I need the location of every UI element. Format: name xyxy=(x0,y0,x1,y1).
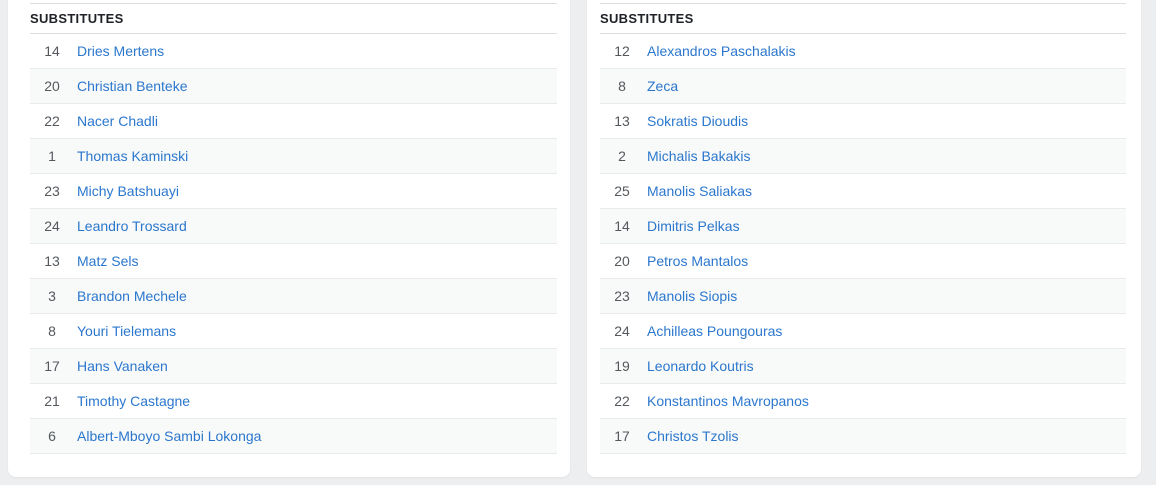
panel-header: SUBSTITUTES xyxy=(600,4,1126,34)
substitute-row: 17 Hans Vanaken xyxy=(30,349,557,384)
shirt-number: 23 xyxy=(614,288,630,304)
player-link[interactable]: Dries Mertens xyxy=(77,43,165,59)
substitute-row: 25 Manolis Saliakas xyxy=(600,174,1126,209)
panel-title: SUBSTITUTES xyxy=(600,11,694,26)
substitute-row: 14 Dries Mertens xyxy=(30,34,557,69)
substitute-row: 20 Christian Benteke xyxy=(30,69,557,104)
player-link[interactable]: Petros Mantalos xyxy=(647,253,749,269)
shirt-number: 8 xyxy=(48,323,56,339)
player-link[interactable]: Thomas Kaminski xyxy=(77,148,189,164)
substitute-row: 6 Albert-Mboyo Sambi Lokonga xyxy=(30,419,557,454)
shirt-number: 22 xyxy=(614,393,630,409)
player-link[interactable]: Christian Benteke xyxy=(77,78,188,94)
player-link[interactable]: Konstantinos Mavropanos xyxy=(647,393,809,409)
shirt-number: 2 xyxy=(618,148,626,164)
player-link[interactable]: Brandon Mechele xyxy=(77,288,187,304)
shirt-number: 3 xyxy=(48,288,56,304)
shirt-number: 25 xyxy=(614,183,630,199)
shirt-number: 12 xyxy=(614,43,630,59)
shirt-number: 13 xyxy=(614,113,630,129)
shirt-number: 14 xyxy=(44,43,60,59)
substitute-row: 22 Konstantinos Mavropanos xyxy=(600,384,1126,419)
previous-row-divider xyxy=(30,0,557,4)
shirt-number: 13 xyxy=(44,253,60,269)
substitute-row: 3 Brandon Mechele xyxy=(30,279,557,314)
player-link[interactable]: Leonardo Koutris xyxy=(647,358,754,374)
substitute-row: 8 Youri Tielemans xyxy=(30,314,557,349)
shirt-number: 17 xyxy=(614,428,630,444)
shirt-number: 21 xyxy=(44,393,60,409)
player-link[interactable]: Timothy Castagne xyxy=(77,393,191,409)
player-link[interactable]: Achilleas Poungouras xyxy=(647,323,783,339)
shirt-number: 1 xyxy=(48,148,56,164)
shirt-number: 23 xyxy=(44,183,60,199)
substitute-row: 8 Zeca xyxy=(600,69,1126,104)
player-link[interactable]: Michalis Bakakis xyxy=(647,148,751,164)
substitute-row: 13 Sokratis Dioudis xyxy=(600,104,1126,139)
player-link[interactable]: Alexandros Paschalakis xyxy=(647,43,796,59)
substitute-row: 2 Michalis Bakakis xyxy=(600,139,1126,174)
substitute-row: 24 Leandro Trossard xyxy=(30,209,557,244)
substitute-row: 17 Christos Tzolis xyxy=(600,419,1126,454)
substitute-row: 19 Leonardo Koutris xyxy=(600,349,1126,384)
home-substitutes-list: 14 Dries Mertens 20 Christian Benteke 22 Nace… xyxy=(30,34,557,454)
home-substitutes-panel: SUBSTITUTES 14 Dries Mertens 20 Christian B… xyxy=(8,0,570,477)
player-link[interactable]: Nacer Chadli xyxy=(77,113,158,129)
panel-header: SUBSTITUTES xyxy=(30,4,557,34)
away-substitutes-panel: SUBSTITUTES 12 Alexandros Paschalakis 8 Zec… xyxy=(587,0,1141,477)
shirt-number: 8 xyxy=(618,78,626,94)
player-link[interactable]: Leandro Trossard xyxy=(77,218,187,234)
shirt-number: 17 xyxy=(44,358,60,374)
player-link[interactable]: Manolis Siopis xyxy=(647,288,738,304)
substitute-row: 12 Alexandros Paschalakis xyxy=(600,34,1126,69)
player-link[interactable]: Manolis Saliakas xyxy=(647,183,753,199)
player-link[interactable]: Michy Batshuayi xyxy=(77,183,179,199)
player-link[interactable]: Dimitris Pelkas xyxy=(647,218,740,234)
shirt-number: 19 xyxy=(614,358,630,374)
previous-row-divider xyxy=(600,0,1126,4)
shirt-number: 14 xyxy=(614,218,630,234)
shirt-number: 20 xyxy=(44,78,60,94)
player-link[interactable]: Christos Tzolis xyxy=(647,428,739,444)
shirt-number: 6 xyxy=(48,428,56,444)
substitute-row: 24 Achilleas Poungouras xyxy=(600,314,1126,349)
substitute-row: 20 Petros Mantalos xyxy=(600,244,1126,279)
substitute-row: 1 Thomas Kaminski xyxy=(30,139,557,174)
panel-title: SUBSTITUTES xyxy=(30,11,124,26)
shirt-number: 22 xyxy=(44,113,60,129)
player-link[interactable]: Sokratis Dioudis xyxy=(647,113,749,129)
substitute-row: 23 Michy Batshuayi xyxy=(30,174,557,209)
shirt-number: 24 xyxy=(44,218,60,234)
substitute-row: 22 Nacer Chadli xyxy=(30,104,557,139)
player-link[interactable]: Matz Sels xyxy=(77,253,139,269)
shirt-number: 24 xyxy=(614,323,630,339)
shirt-number: 20 xyxy=(614,253,630,269)
player-link[interactable]: Youri Tielemans xyxy=(77,323,177,339)
substitute-row: 13 Matz Sels xyxy=(30,244,557,279)
substitute-row: 21 Timothy Castagne xyxy=(30,384,557,419)
player-link[interactable]: Zeca xyxy=(647,78,679,94)
player-link[interactable]: Hans Vanaken xyxy=(77,358,168,374)
substitute-row: 14 Dimitris Pelkas xyxy=(600,209,1126,244)
substitute-row: 23 Manolis Siopis xyxy=(600,279,1126,314)
away-substitutes-list: 12 Alexandros Paschalakis 8 Zeca 13 Sokratis … xyxy=(600,34,1126,454)
player-link[interactable]: Albert-Mboyo Sambi Lokonga xyxy=(77,428,262,444)
